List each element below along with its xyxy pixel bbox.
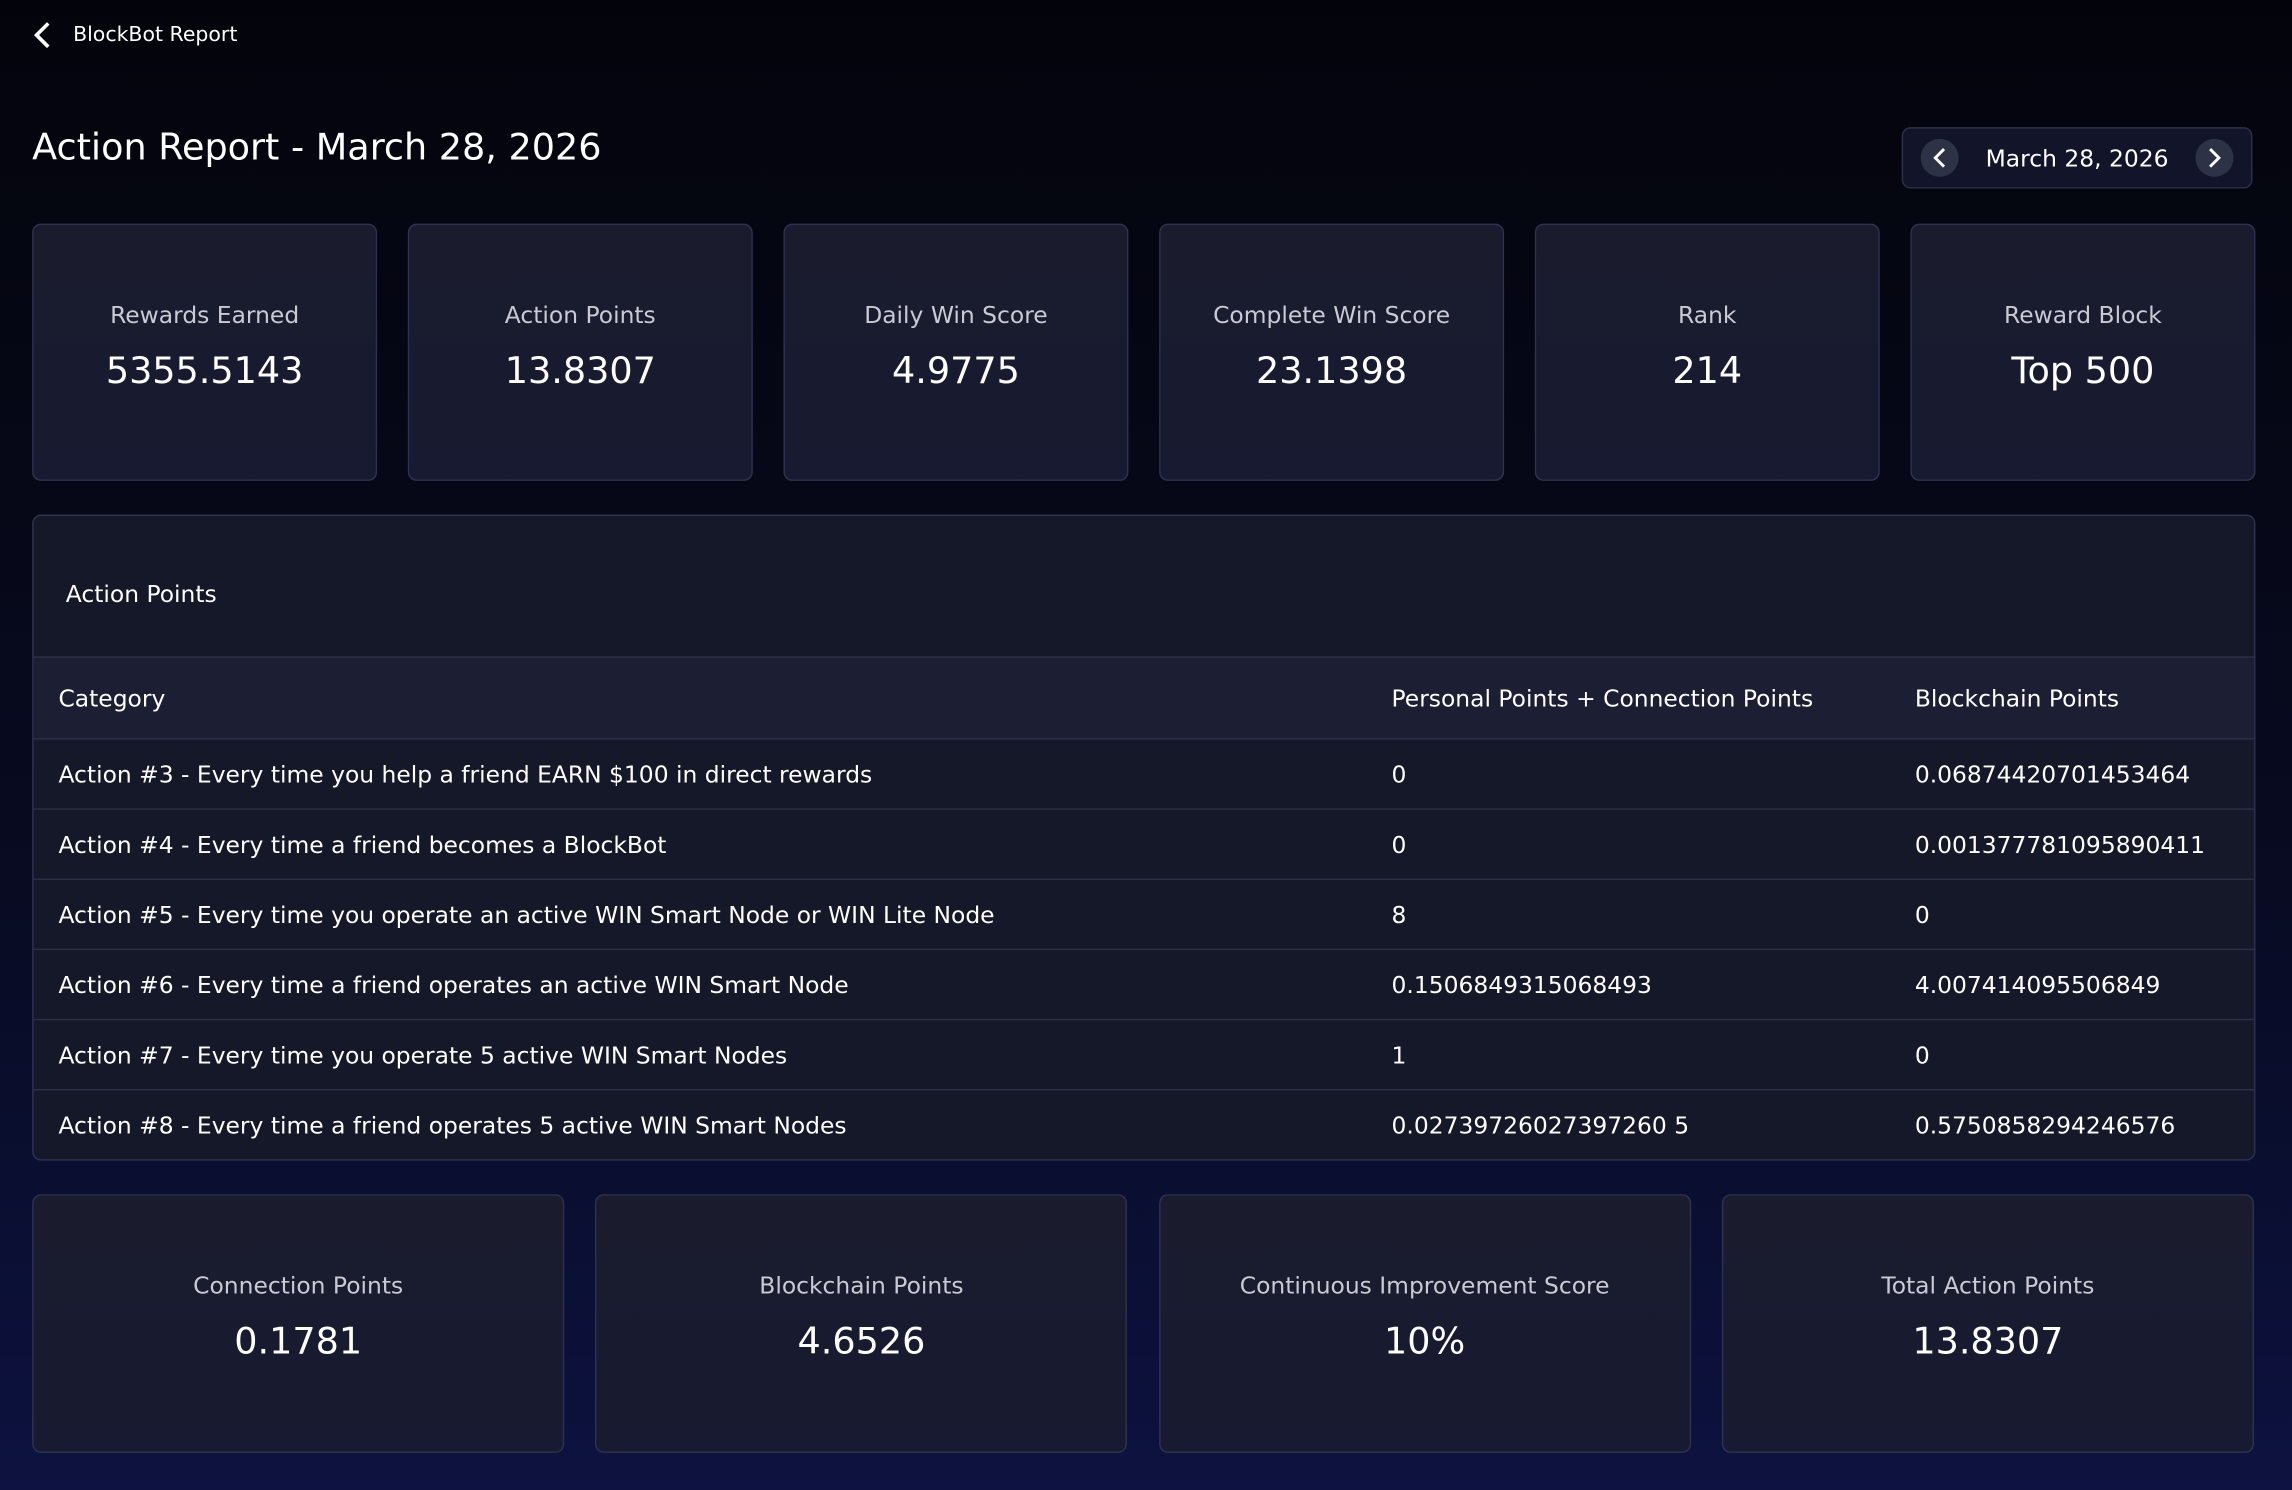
stat-value: 0.1781: [234, 1319, 363, 1363]
table-cell: 0: [1391, 830, 1407, 859]
column-header: Category: [58, 684, 166, 713]
stat-value: 5355.5143: [105, 349, 304, 392]
stat-value: 4.6526: [797, 1319, 926, 1363]
table-title: Action Points: [65, 580, 217, 609]
stat-label: Daily Win Score: [864, 301, 1048, 329]
stat-label: Action Points: [504, 301, 656, 329]
stat-label: Total Action Points: [1881, 1271, 2095, 1300]
stat-label: Blockchain Points: [759, 1271, 964, 1300]
stat-label: Reward Block: [2004, 301, 2162, 329]
table-row: Action #3 - Every time you help a friend…: [33, 738, 2254, 810]
table-cell: 0.06874420701453464: [1914, 760, 2191, 789]
table-cell: Action #5 - Every time you operate an ac…: [58, 901, 995, 929]
table-row: Action #8 - Every time a friend operates…: [33, 1088, 2254, 1159]
stat-label: Rewards Earned: [110, 301, 300, 329]
stat-card: Rank 214: [1534, 223, 1880, 481]
stat-value: 214: [1672, 349, 1743, 392]
next-date[interactable]: [2195, 138, 2234, 177]
stat-value: 10%: [1384, 1319, 1466, 1363]
stat-value: Top 500: [2011, 349, 2155, 392]
table-cell: Action #7 - Every time you operate 5 act…: [58, 1041, 788, 1070]
table-cell: 1: [1391, 1041, 1407, 1070]
stat-card: Connection Points 0.1781: [32, 1194, 565, 1453]
table-cell: Action #4 - Every time a friend becomes …: [58, 830, 667, 859]
stat-card: Continuous Improvement Score 10%: [1158, 1194, 1691, 1453]
stat-label: Rank: [1678, 301, 1737, 329]
table-cell: Action #6 - Every time a friend operates…: [58, 971, 849, 1000]
column-header: Blockchain Points: [1914, 684, 2120, 713]
stat-value: 4.9775: [892, 349, 1020, 392]
table-row: Action #6 - Every time a friend operates…: [33, 948, 2254, 1021]
stat-card: Complete Win Score 23.1398: [1159, 223, 1505, 481]
table-cell: 0.1506849315068493: [1391, 971, 1652, 1000]
action-points-table: Action Points Category Personal Points + …: [32, 514, 2256, 1161]
date-picker: March 28, 2026: [1901, 127, 2253, 189]
table-cell: 8: [1391, 901, 1407, 929]
stat-card: Total Action Points 13.8307: [1721, 1194, 2254, 1453]
back-button[interactable]: BlockBot Report: [32, 20, 237, 49]
stat-label: Complete Win Score: [1213, 301, 1451, 329]
stat-card: Blockchain Points 4.6526: [595, 1194, 1128, 1453]
table-row: Action #7 - Every time you operate 5 act…: [33, 1018, 2254, 1091]
table-cell: 4.007414095506849: [1914, 971, 2161, 1000]
stat-card: Daily Win Score 4.9775: [783, 223, 1129, 481]
table-row: Action #4 - Every time a friend becomes …: [33, 808, 2254, 880]
stat-card: Action Points 13.8307: [407, 223, 753, 481]
page-title: Action Report - March 28, 2026: [32, 125, 602, 169]
table-cell: 0.001377781095890411: [1914, 830, 2205, 859]
table-row: Action #5 - Every time you operate an ac…: [33, 878, 2254, 950]
table-cell: Action #8 - Every time a friend operates…: [58, 1111, 847, 1140]
stat-card: Rewards Earned 5355.5143: [32, 223, 378, 481]
table-cell: 0.5750858294246576: [1914, 1111, 2176, 1140]
table-cell: 0: [1914, 1041, 1930, 1070]
table-cell: 0: [1914, 901, 1930, 929]
prev-date[interactable]: [1920, 138, 1959, 177]
table-header-row: Category Personal Points + Connection Poi…: [33, 656, 2254, 740]
table-cell: 0: [1391, 760, 1407, 789]
back-label: BlockBot Report: [73, 23, 238, 47]
stat-value: 23.1398: [1256, 349, 1408, 392]
back-icon: [33, 22, 50, 49]
stat-label: Continuous Improvement Score: [1239, 1271, 1610, 1300]
table-cell: Action #3 - Every time you help a friend…: [58, 760, 873, 789]
stat-value: 13.8307: [504, 349, 656, 392]
stat-value: 13.8307: [1912, 1319, 2064, 1363]
date-label: March 28, 2026: [1985, 143, 2169, 172]
stat-card: Reward Block Top 500: [1910, 223, 2256, 481]
column-header: Personal Points + Connection Points: [1391, 684, 1814, 713]
table-cell: 0.02739726027397260 5: [1391, 1111, 1690, 1140]
stat-label: Connection Points: [193, 1271, 404, 1300]
